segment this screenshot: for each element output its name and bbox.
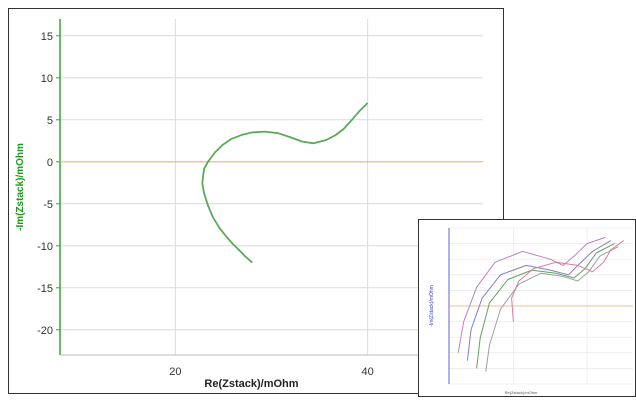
inset-x-axis-label: Re(Zstack)/mOhm: [505, 390, 538, 395]
inset-series: [457, 236, 625, 372]
inset-grid: [448, 227, 633, 385]
y-tick-label: 0: [47, 157, 53, 169]
impedance-series-line: [201, 102, 369, 264]
inset-series-line: [457, 236, 606, 353]
y-tick-label: -10: [37, 241, 53, 253]
main-series: [201, 102, 369, 264]
inset-y-axis-label: -Im(Zstack)/mOhm: [429, 285, 435, 327]
main-chart-panel: 15 10 5 0 -5 -10 -15 -20 20 40 Re(Zstack)/mOhm -I…: [8, 8, 504, 394]
x-tick-label: 40: [362, 366, 374, 378]
main-axes: [59, 19, 483, 356]
inset-nyquist-chart: -Im(Zstack)/mOhm Re(Zstack)/mOhm: [429, 227, 633, 395]
y-tick-label: 15: [41, 31, 53, 43]
x-tick-label: 20: [169, 366, 181, 378]
inset-series-line: [485, 246, 619, 372]
y-tick-label: -5: [43, 199, 53, 211]
y-tick-label: 10: [41, 73, 53, 85]
y-tick-label: -20: [37, 325, 53, 337]
main-ticks: 15 10 5 0 -5 -10 -15 -20 20 40: [37, 31, 374, 378]
inset-series-line: [511, 240, 625, 322]
y-tick-label: -15: [37, 283, 53, 295]
inset-chart-panel: -Im(Zstack)/mOhm Re(Zstack)/mOhm: [418, 219, 636, 397]
inset-series-line: [466, 240, 612, 361]
main-grid: [60, 19, 483, 355]
y-axis-label: -Im(Zstack)/mOhm: [15, 143, 26, 231]
y-tick-label: 5: [47, 115, 53, 127]
inset-series-line: [476, 243, 615, 369]
x-axis-label: Re(Zstack)/mOhm: [204, 378, 298, 390]
main-nyquist-chart: 15 10 5 0 -5 -10 -15 -20 20 40 Re(Zstack)/mOhm -I…: [15, 19, 483, 390]
